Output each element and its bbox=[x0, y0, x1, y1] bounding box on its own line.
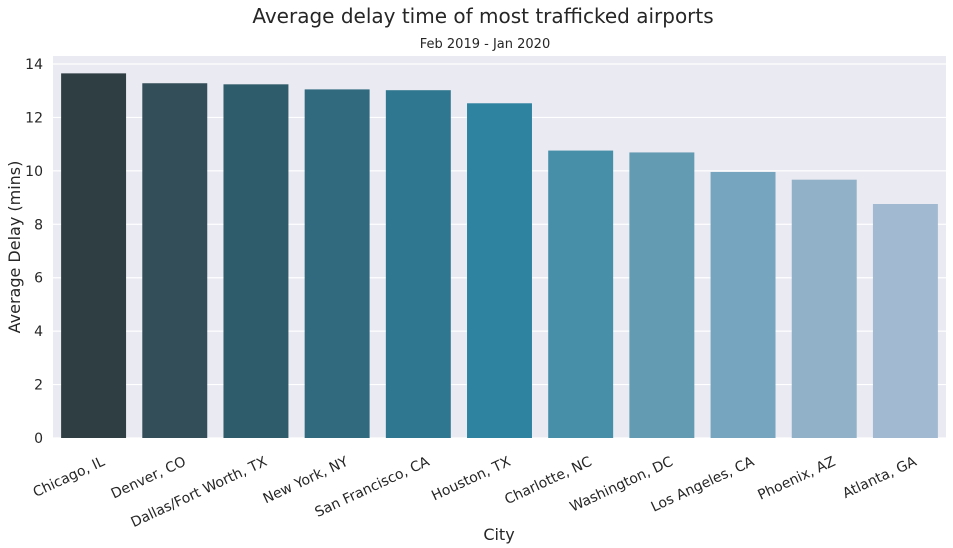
bar-phoenix-az bbox=[791, 179, 857, 439]
x-tick-label: Chicago, IL bbox=[31, 454, 108, 501]
y-tick-label: 12 bbox=[25, 110, 43, 126]
chart-title: Average delay time of most trafficked ai… bbox=[252, 4, 713, 28]
y-tick-label: 6 bbox=[34, 271, 43, 287]
bar-dallas-fort-worth-tx bbox=[223, 84, 289, 438]
bar-atlanta-ga bbox=[872, 203, 938, 438]
bar-denver-co bbox=[142, 83, 208, 438]
y-tick-label: 4 bbox=[34, 324, 43, 340]
y-tick-label: 14 bbox=[25, 57, 43, 73]
x-tick-label: Dallas/Fort Worth, TX bbox=[129, 454, 271, 531]
chart-subtitle: Feb 2019 - Jan 2020 bbox=[420, 37, 550, 52]
x-tick-label: Phoenix, AZ bbox=[755, 454, 838, 504]
y-axis-label: Average Delay (mins) bbox=[5, 161, 24, 334]
y-tick-label: 8 bbox=[34, 217, 43, 233]
x-tick-label: Houston, TX bbox=[429, 454, 513, 505]
bars bbox=[61, 73, 938, 439]
bar-washington-dc bbox=[629, 152, 695, 438]
bar-los-angeles-ca bbox=[710, 171, 776, 438]
x-tick-label: Atlanta, GA bbox=[840, 454, 919, 502]
bar-houston-tx bbox=[467, 103, 532, 438]
bar-charlotte-nc bbox=[548, 150, 614, 438]
y-tick-label: 2 bbox=[34, 378, 43, 394]
y-tick-labels: 0 2 4 6 8 10 12 14 bbox=[25, 57, 43, 447]
y-tick-label: 10 bbox=[25, 164, 43, 180]
bar-new-york-ny bbox=[304, 89, 370, 439]
bar-chicago-il bbox=[61, 73, 127, 438]
bar-san-francisco-ca bbox=[385, 90, 451, 439]
y-tick-label: 0 bbox=[34, 431, 43, 447]
x-axis-label: City bbox=[483, 525, 514, 544]
